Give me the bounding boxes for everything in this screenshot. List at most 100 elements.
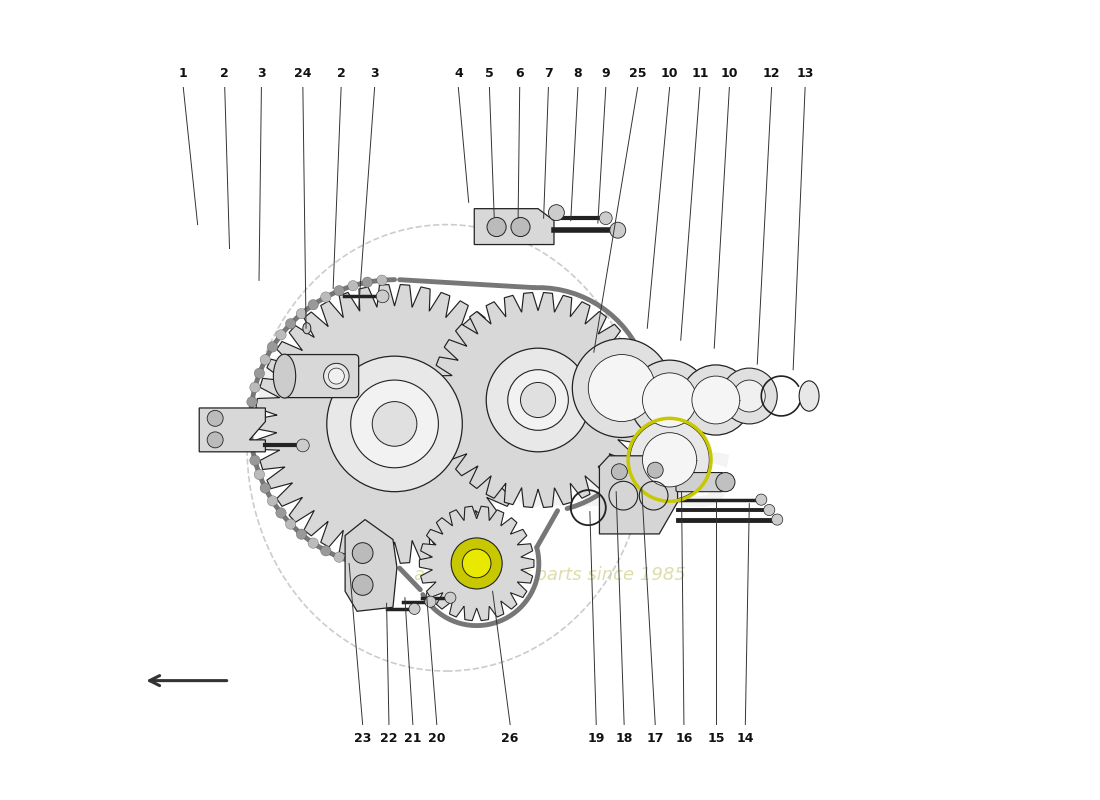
- Circle shape: [444, 592, 455, 603]
- Text: 23: 23: [354, 733, 372, 746]
- Circle shape: [308, 538, 318, 548]
- Circle shape: [734, 380, 766, 412]
- Text: 15: 15: [707, 733, 725, 746]
- Circle shape: [245, 411, 255, 422]
- Circle shape: [462, 549, 491, 578]
- Circle shape: [207, 432, 223, 448]
- Circle shape: [348, 281, 359, 291]
- Circle shape: [520, 382, 556, 418]
- Circle shape: [549, 205, 564, 221]
- Circle shape: [286, 318, 296, 329]
- Circle shape: [348, 557, 359, 567]
- Circle shape: [716, 473, 735, 492]
- Ellipse shape: [274, 354, 296, 398]
- Circle shape: [487, 218, 506, 237]
- Circle shape: [296, 309, 307, 319]
- Circle shape: [296, 529, 307, 539]
- Circle shape: [377, 275, 387, 286]
- Circle shape: [756, 494, 767, 506]
- Text: 2: 2: [220, 66, 229, 79]
- Circle shape: [372, 402, 417, 446]
- Circle shape: [334, 286, 344, 296]
- Text: 3: 3: [257, 66, 266, 79]
- Circle shape: [245, 426, 255, 437]
- Text: 18: 18: [616, 733, 632, 746]
- Circle shape: [250, 455, 260, 466]
- Circle shape: [297, 439, 309, 452]
- Circle shape: [362, 561, 373, 571]
- Circle shape: [254, 470, 265, 480]
- Circle shape: [629, 360, 710, 440]
- Circle shape: [286, 519, 296, 530]
- Circle shape: [588, 354, 656, 422]
- Polygon shape: [255, 285, 534, 563]
- Circle shape: [771, 514, 783, 525]
- Text: 10: 10: [661, 66, 679, 79]
- Text: parts: parts: [446, 434, 734, 526]
- Circle shape: [600, 212, 613, 225]
- Circle shape: [352, 542, 373, 563]
- Circle shape: [246, 397, 257, 407]
- Text: 17: 17: [647, 733, 664, 746]
- Circle shape: [276, 508, 286, 518]
- Circle shape: [267, 342, 277, 352]
- Text: 16: 16: [675, 733, 693, 746]
- FancyBboxPatch shape: [676, 473, 723, 492]
- Circle shape: [642, 433, 696, 487]
- Circle shape: [352, 574, 373, 595]
- Polygon shape: [600, 456, 678, 534]
- Circle shape: [409, 603, 420, 614]
- Circle shape: [334, 552, 344, 562]
- Polygon shape: [474, 209, 554, 245]
- Circle shape: [377, 562, 387, 573]
- Circle shape: [376, 290, 389, 302]
- Circle shape: [362, 277, 373, 287]
- Circle shape: [327, 356, 462, 492]
- Circle shape: [763, 505, 774, 515]
- Text: 2: 2: [337, 66, 345, 79]
- Text: 5: 5: [485, 66, 494, 79]
- Circle shape: [207, 410, 223, 426]
- Text: 22: 22: [381, 733, 398, 746]
- Text: 11: 11: [691, 66, 708, 79]
- Text: 24: 24: [294, 66, 311, 79]
- Text: a passion for parts since 1985: a passion for parts since 1985: [414, 566, 686, 584]
- Text: 4: 4: [454, 66, 463, 79]
- Circle shape: [642, 373, 696, 427]
- Circle shape: [254, 368, 265, 378]
- Circle shape: [320, 546, 331, 556]
- Text: 21: 21: [404, 733, 421, 746]
- Polygon shape: [430, 293, 646, 507]
- Circle shape: [250, 382, 260, 393]
- Polygon shape: [199, 408, 265, 452]
- Circle shape: [246, 441, 257, 451]
- Ellipse shape: [799, 381, 820, 411]
- Circle shape: [647, 462, 663, 478]
- Circle shape: [612, 464, 627, 480]
- Circle shape: [609, 222, 626, 238]
- Text: 19: 19: [587, 733, 605, 746]
- Ellipse shape: [302, 322, 311, 334]
- Text: 26: 26: [502, 733, 519, 746]
- Circle shape: [629, 420, 710, 500]
- FancyBboxPatch shape: [280, 354, 359, 398]
- Circle shape: [276, 330, 286, 340]
- Text: 3: 3: [371, 66, 378, 79]
- Circle shape: [425, 596, 436, 607]
- Polygon shape: [419, 506, 534, 621]
- Circle shape: [681, 365, 751, 435]
- Circle shape: [308, 299, 318, 310]
- Text: euro: euro: [254, 323, 575, 445]
- Text: 8: 8: [573, 66, 582, 79]
- Text: 12: 12: [763, 66, 780, 79]
- Circle shape: [267, 496, 277, 506]
- Circle shape: [486, 348, 590, 452]
- Text: 9: 9: [602, 66, 610, 79]
- Circle shape: [722, 368, 778, 424]
- Text: 13: 13: [796, 66, 814, 79]
- Circle shape: [692, 376, 739, 424]
- Circle shape: [329, 368, 344, 384]
- Text: 10: 10: [720, 66, 738, 79]
- Text: 6: 6: [516, 66, 524, 79]
- Circle shape: [572, 338, 671, 438]
